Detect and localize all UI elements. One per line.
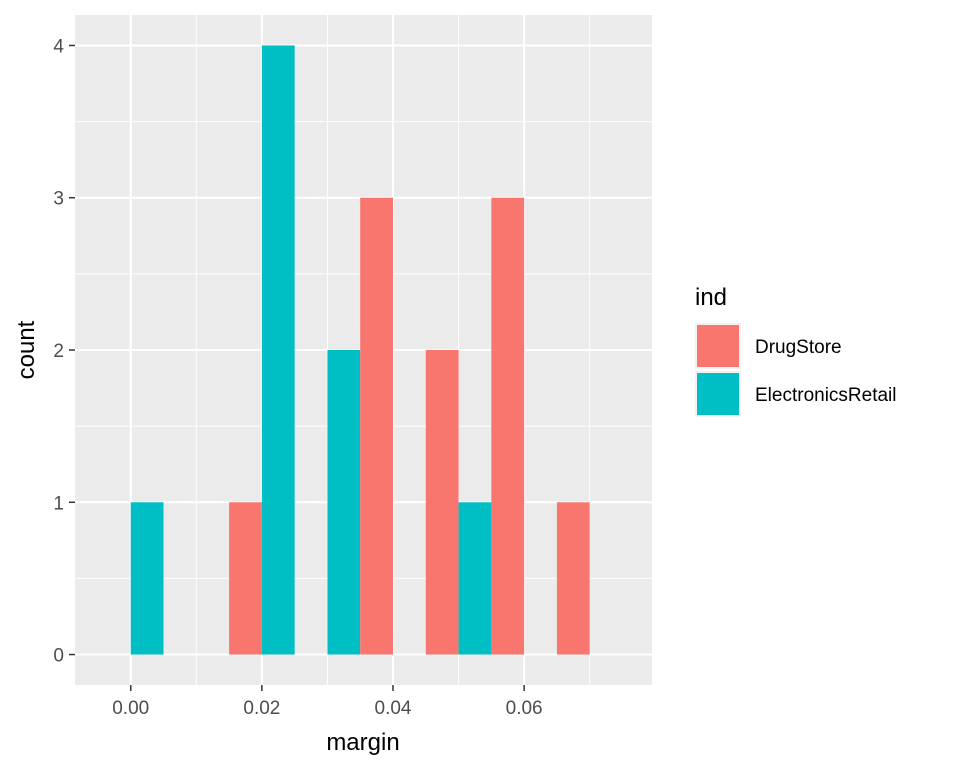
legend-title: ind	[695, 284, 727, 311]
x-tick-label: 0.02	[243, 698, 280, 719]
bar-electronicsretail	[458, 502, 492, 655]
x-tick-label: 0.04	[375, 698, 412, 719]
legend-key-swatch	[697, 325, 739, 367]
x-axis-title: margin	[326, 729, 399, 756]
legend: ind DrugStore ElectronicsRetail	[695, 284, 897, 417]
x-tick-label: 0.00	[112, 698, 149, 719]
bar-drugstore	[425, 350, 459, 655]
y-tick-label: 1	[53, 493, 64, 514]
bar-electronicsretail	[327, 350, 361, 655]
y-axis-title: count	[13, 320, 40, 379]
bars	[130, 45, 590, 655]
legend-entry-label: ElectronicsRetail	[755, 385, 897, 406]
legend-entry-label: DrugStore	[755, 337, 842, 358]
y-tick-label: 0	[53, 646, 64, 667]
y-tick-label: 3	[53, 189, 64, 210]
legend-key-swatch	[697, 373, 739, 415]
x-tick-label: 0.06	[506, 698, 543, 719]
x-axis: 0.00 0.02 0.04 0.06	[112, 685, 543, 719]
bar-electronicsretail	[261, 45, 295, 655]
y-tick-label: 2	[53, 341, 64, 362]
bar-drugstore	[491, 197, 525, 655]
y-tick-label: 4	[53, 36, 64, 57]
bar-drugstore	[360, 197, 394, 655]
y-axis: 0 1 2 3 4	[53, 36, 75, 667]
bar-drugstore	[556, 502, 590, 655]
bar-drugstore	[229, 502, 262, 655]
bar-electronicsretail	[130, 502, 164, 655]
